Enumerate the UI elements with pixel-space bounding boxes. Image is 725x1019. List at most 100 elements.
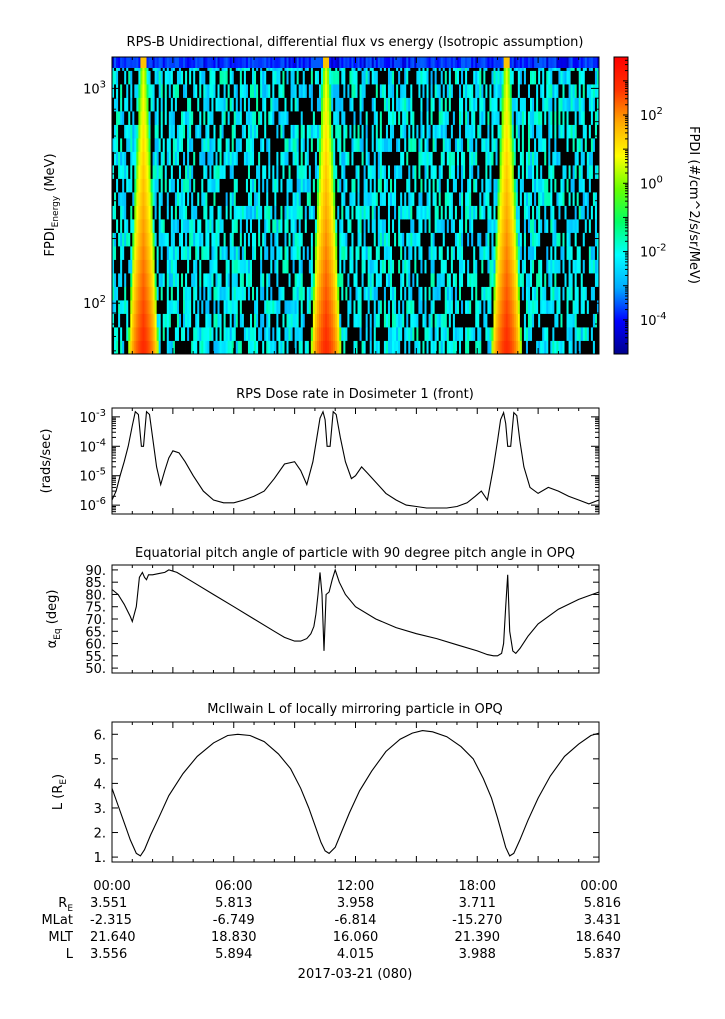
spectrogram-cell <box>487 165 490 179</box>
spectrogram-cell <box>596 232 599 247</box>
spectrogram-cell <box>584 313 588 328</box>
spectrogram-cell <box>481 313 484 328</box>
spectrogram-cell <box>264 111 267 125</box>
spectrogram-cell <box>284 313 287 328</box>
spectrogram-cell <box>233 205 237 220</box>
spectrogram-cell <box>523 124 527 139</box>
spectrogram-cell <box>270 219 273 233</box>
spectrogram-cell <box>422 259 425 274</box>
spectrogram-cell <box>479 340 482 354</box>
spectrogram-cell <box>126 300 129 314</box>
spectrogram-cell <box>385 111 389 125</box>
spectrogram-cell <box>381 205 385 220</box>
spectrogram-cell <box>536 232 539 247</box>
spectrogram-cell <box>574 327 578 341</box>
spectrogram-cell <box>162 151 166 166</box>
spectrogram-cell <box>396 286 399 301</box>
spectrogram-cell <box>318 165 322 179</box>
spectrogram-cell <box>170 111 174 125</box>
spectrogram-cell <box>416 57 419 68</box>
spectrogram-cell <box>542 313 545 328</box>
spectrogram-cell <box>120 178 123 193</box>
spectrogram-cell <box>197 124 200 139</box>
spectrogram-cell <box>249 232 253 247</box>
spectrogram-cell <box>174 124 178 139</box>
spectrogram-cell <box>461 232 464 247</box>
spectrogram-cell <box>428 340 431 354</box>
spectrogram-cell <box>160 259 164 274</box>
spectrogram-cell <box>444 313 448 328</box>
spectrogram-cell <box>327 259 330 274</box>
spectrogram-cell <box>487 327 490 341</box>
spectrogram-cell <box>233 340 237 354</box>
spectrogram-cell <box>347 138 350 152</box>
spectrogram-cell <box>412 124 415 139</box>
spectrogram-cell <box>140 232 143 247</box>
spectrogram-cell <box>164 138 168 152</box>
spectrogram-cell <box>534 286 537 301</box>
spectrogram-cell <box>116 124 119 139</box>
spectrogram-cell <box>245 327 249 341</box>
spectrogram-cell <box>592 286 596 301</box>
spectrogram-cell <box>499 327 502 341</box>
spectrogram-cell <box>570 151 574 166</box>
spectrogram-cell <box>239 300 243 314</box>
spectrogram-cell <box>594 178 598 193</box>
spectrogram-cell <box>426 232 429 247</box>
spectrogram-cell <box>586 165 590 179</box>
spectrogram-cell <box>349 259 352 274</box>
spectrogram-cell <box>122 205 125 220</box>
spectrogram-cell <box>398 259 401 274</box>
spectrogram-cell <box>387 232 391 247</box>
spectrogram-cell <box>158 327 162 341</box>
spectrogram-cell <box>132 124 135 139</box>
spectrogram-cell <box>162 219 166 233</box>
spectrogram-cell <box>282 124 285 139</box>
spectrogram-cell <box>116 205 119 220</box>
spectrogram-cell <box>211 273 214 287</box>
spectrogram-cell <box>310 259 314 274</box>
spectrogram-cell <box>213 300 216 314</box>
spectrogram-cell <box>424 138 427 152</box>
spectrogram-cell <box>233 192 237 206</box>
spectrogram-cell <box>339 57 342 68</box>
spectrogram-cell <box>505 138 509 152</box>
spectrogram-cell <box>540 313 543 328</box>
spectrogram-cell <box>337 340 340 354</box>
spectrogram-cell <box>369 165 373 179</box>
spectrogram-cell <box>302 205 306 220</box>
spectrogram-cell <box>400 286 403 301</box>
spectrogram-cell <box>314 313 318 328</box>
spectrogram-cell <box>379 286 383 301</box>
spectrogram-cell <box>503 138 507 152</box>
spectrogram-cell <box>363 205 367 220</box>
spectrogram-cell <box>501 151 505 166</box>
spectrogram-cell <box>572 300 576 314</box>
spectrogram-cell <box>260 286 263 301</box>
spectrogram-cell <box>270 232 273 247</box>
spectrogram-cell <box>264 205 267 220</box>
spectrogram-cell <box>564 151 567 166</box>
spectrogram-cell <box>333 232 336 247</box>
spectrogram-cell <box>233 246 237 260</box>
spectrogram-cell <box>465 259 468 274</box>
spectrogram-cell <box>404 340 407 354</box>
spectrogram-cell <box>582 192 586 206</box>
spectrogram-cell <box>509 246 513 260</box>
spectrogram-cell <box>479 111 482 125</box>
spectrogram-cell <box>402 178 405 193</box>
spectrogram-cell <box>485 327 488 341</box>
spectrogram-cell <box>530 192 533 206</box>
spectrogram-cell <box>456 232 460 247</box>
spectrogram-cell <box>456 97 460 112</box>
spectrogram-cell <box>180 313 184 328</box>
spectrogram-cell <box>272 259 275 274</box>
spectrogram-cell <box>343 192 346 206</box>
spectrogram-cell <box>536 151 539 166</box>
spectrogram-cell <box>448 246 452 260</box>
spectrogram-cell <box>477 340 480 354</box>
spectrogram-cell <box>521 286 525 301</box>
spectrogram-cell <box>308 97 312 112</box>
spectrogram-cell <box>247 340 251 354</box>
spectrogram-cell <box>491 219 494 233</box>
